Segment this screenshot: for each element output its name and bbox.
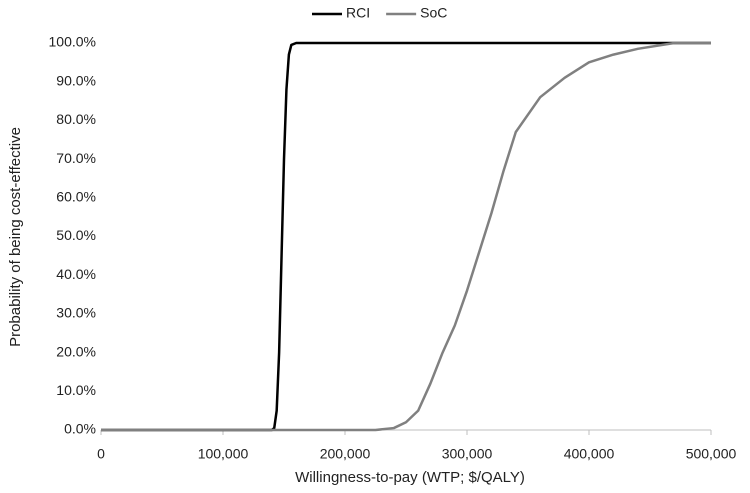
- y-tick-label: 90.0%: [56, 72, 96, 88]
- x-tick-label: 400,000: [564, 446, 615, 462]
- x-tick-label: 500,000: [686, 446, 737, 462]
- x-axis-title: Willingness-to-pay (WTP; $/QALY): [295, 469, 525, 486]
- y-tick-label: 20.0%: [56, 343, 96, 359]
- y-axis-title: Probability of being cost-effective: [7, 127, 24, 347]
- x-tick-label: 100,000: [198, 446, 249, 462]
- y-tick-label: 100.0%: [49, 34, 96, 50]
- legend-label: SoC: [420, 5, 447, 21]
- y-tick-label: 80.0%: [56, 111, 96, 127]
- legend-label: RCI: [346, 5, 370, 21]
- y-tick-label: 40.0%: [56, 266, 96, 282]
- series-line: [101, 41, 711, 432]
- x-tick-label: 0: [97, 446, 105, 462]
- y-tick-label: 70.0%: [56, 150, 96, 166]
- series-line: [101, 41, 711, 432]
- y-tick-label: 50.0%: [56, 227, 96, 243]
- y-tick-label: 10.0%: [56, 382, 96, 398]
- y-tick-label: 30.0%: [56, 305, 96, 321]
- y-tick-label: 0.0%: [64, 421, 96, 437]
- x-tick-label: 300,000: [442, 446, 493, 462]
- x-tick-label: 200,000: [320, 446, 371, 462]
- y-tick-label: 60.0%: [56, 189, 96, 205]
